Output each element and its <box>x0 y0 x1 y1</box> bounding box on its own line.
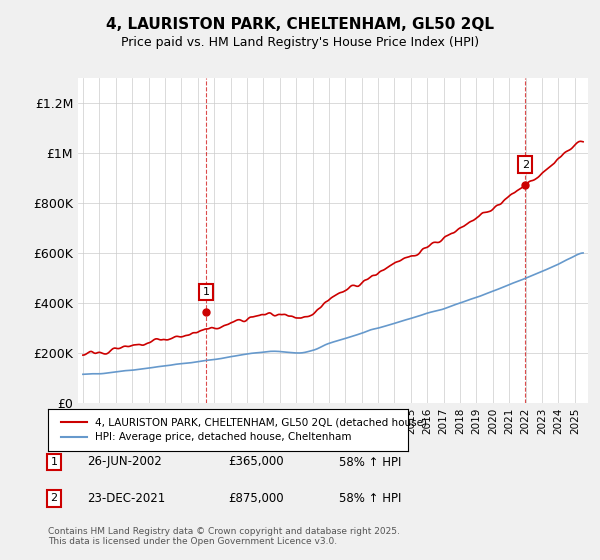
Text: Contains HM Land Registry data © Crown copyright and database right 2025.
This d: Contains HM Land Registry data © Crown c… <box>48 526 400 546</box>
Text: Price paid vs. HM Land Registry's House Price Index (HPI): Price paid vs. HM Land Registry's House … <box>121 36 479 49</box>
Text: 58% ↑ HPI: 58% ↑ HPI <box>339 492 401 505</box>
Text: 2: 2 <box>50 493 58 503</box>
Text: £365,000: £365,000 <box>228 455 284 469</box>
Text: 26-JUN-2002: 26-JUN-2002 <box>87 455 162 469</box>
Text: 1: 1 <box>202 287 209 297</box>
Text: 1: 1 <box>50 457 58 467</box>
Text: 4, LAURISTON PARK, CHELTENHAM, GL50 2QL: 4, LAURISTON PARK, CHELTENHAM, GL50 2QL <box>106 17 494 32</box>
Text: 23-DEC-2021: 23-DEC-2021 <box>87 492 165 505</box>
Text: £875,000: £875,000 <box>228 492 284 505</box>
Text: 58% ↑ HPI: 58% ↑ HPI <box>339 455 401 469</box>
Legend: 4, LAURISTON PARK, CHELTENHAM, GL50 2QL (detached house), HPI: Average price, de: 4, LAURISTON PARK, CHELTENHAM, GL50 2QL … <box>57 413 431 446</box>
Text: 2: 2 <box>521 160 529 170</box>
